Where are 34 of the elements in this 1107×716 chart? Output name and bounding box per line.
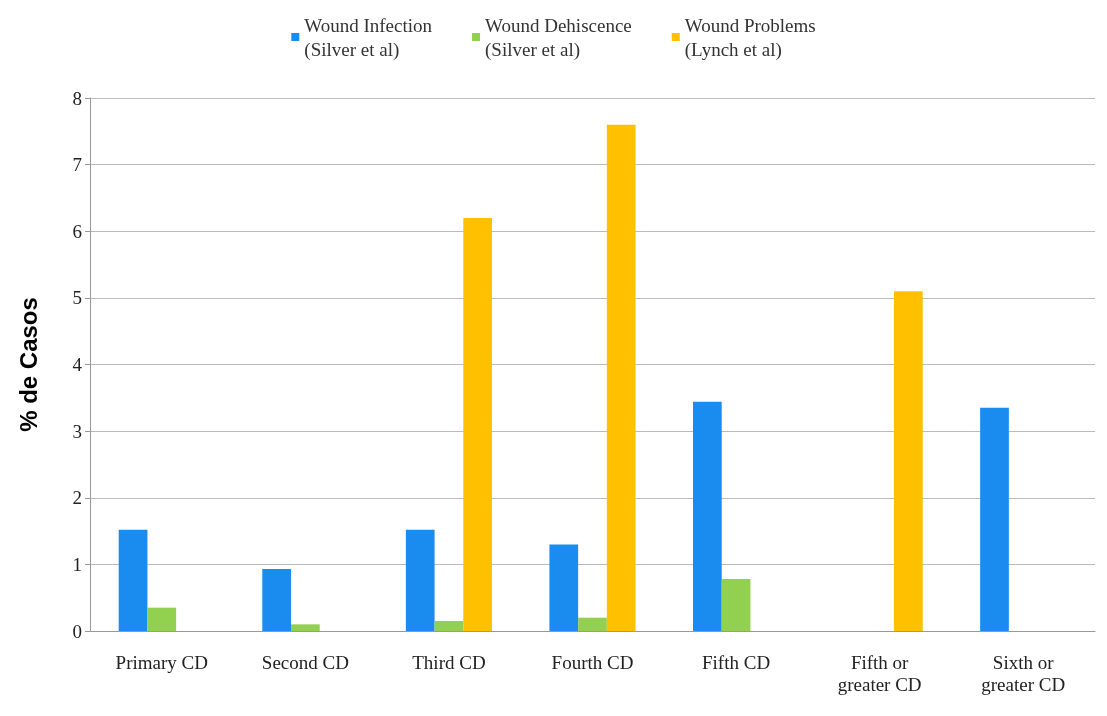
x-tick-label: Sixth or greater CD xyxy=(981,651,1066,695)
x-tick-label: Fourth CD xyxy=(551,651,634,673)
bar xyxy=(405,529,435,631)
y-tick-label: 6 xyxy=(72,220,82,242)
y-axis-title: % de Casos xyxy=(14,297,42,432)
bar xyxy=(721,579,751,631)
y-tick-label: 2 xyxy=(72,487,82,509)
legend-label: Wound Problems (Lynch et al) xyxy=(684,14,816,61)
x-tick-label: Fifth CD xyxy=(702,651,771,673)
bar xyxy=(980,407,1009,631)
y-tick-label: 3 xyxy=(72,420,82,442)
legend-label: Wound Infection (Silver et al) xyxy=(304,14,433,61)
x-tick-label: Fifth or greater CD xyxy=(837,651,922,695)
bar xyxy=(147,607,177,631)
y-tick-label: 8 xyxy=(72,87,82,109)
y-tick-label: 4 xyxy=(72,354,83,375)
y-tick-label: 7 xyxy=(72,154,82,176)
y-tick-label: 5 xyxy=(72,287,82,309)
y-tick-label: 0 xyxy=(72,620,82,642)
legend-label: Wound Dehiscence (Silver et al) xyxy=(485,14,632,61)
bar xyxy=(434,621,464,631)
bar xyxy=(118,529,148,631)
bar xyxy=(291,624,320,631)
bar xyxy=(463,217,492,631)
y-tick-label: 1 xyxy=(72,553,82,575)
bar xyxy=(549,544,579,631)
x-tick-label: Second CD xyxy=(261,651,349,673)
bar xyxy=(693,401,722,631)
bar xyxy=(578,617,607,631)
bar xyxy=(894,291,923,631)
bar xyxy=(606,124,636,631)
bar xyxy=(262,569,291,631)
x-tick-label: Primary CD xyxy=(115,651,208,673)
x-tick-label: Third CD xyxy=(412,651,486,673)
